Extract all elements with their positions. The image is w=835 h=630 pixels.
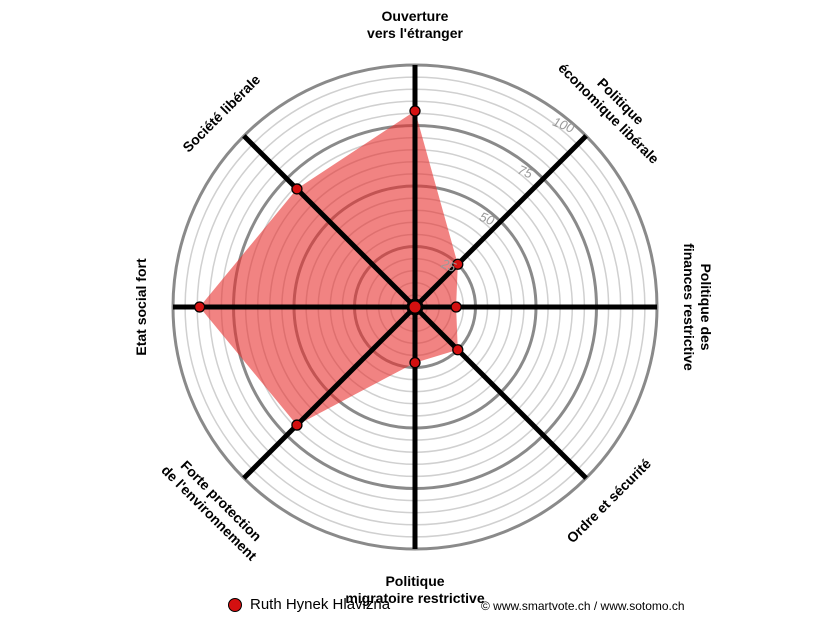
center-marker [406, 298, 424, 316]
data-points [193, 105, 464, 431]
axis-label-line: vers l'étranger [367, 25, 463, 41]
data-point [291, 419, 303, 431]
tick-label: 75 [516, 162, 536, 182]
axis-label-line: Politique [385, 573, 444, 589]
axis-line [242, 134, 417, 309]
data-point [193, 301, 206, 313]
copyright-text: © www.smartvote.ch / www.sotomo.ch [481, 599, 685, 613]
axis-label: Politique desfinances restrictive [681, 243, 714, 371]
tick-label: 50 [477, 209, 497, 229]
axis-line [413, 134, 588, 309]
axis-line [242, 305, 417, 480]
tick-labels: 25 50 75 100 [438, 114, 577, 275]
axis-label-line: finances restrictive [681, 243, 697, 371]
series-area [199, 111, 458, 426]
data-point [409, 105, 421, 117]
data-point [452, 258, 464, 270]
axis-label-line: Politique des [698, 263, 714, 350]
data-area [199, 111, 458, 426]
data-point [450, 301, 462, 313]
legend-label: Ruth Hynek Hlavizna [250, 596, 391, 613]
data-point [291, 183, 303, 195]
legend-marker-icon [228, 597, 242, 612]
tick-label: 100 [551, 114, 577, 136]
axis-label: Ouverture vers l'étranger [367, 8, 463, 41]
axis-label-line: migratoire restrictive [345, 590, 484, 606]
axis-label-line: Etat social fort [133, 258, 149, 356]
data-point [409, 357, 421, 369]
tick-label: 25 [438, 255, 459, 275]
axis-label: Etat social fort [133, 258, 149, 356]
axis-label: Politique migratoire restrictive [345, 573, 484, 606]
axis-line [413, 305, 588, 480]
data-point [452, 344, 464, 356]
legend: Ruth Hynek Hlavizna [228, 596, 390, 613]
axis-label-line: Ouverture [382, 8, 449, 24]
